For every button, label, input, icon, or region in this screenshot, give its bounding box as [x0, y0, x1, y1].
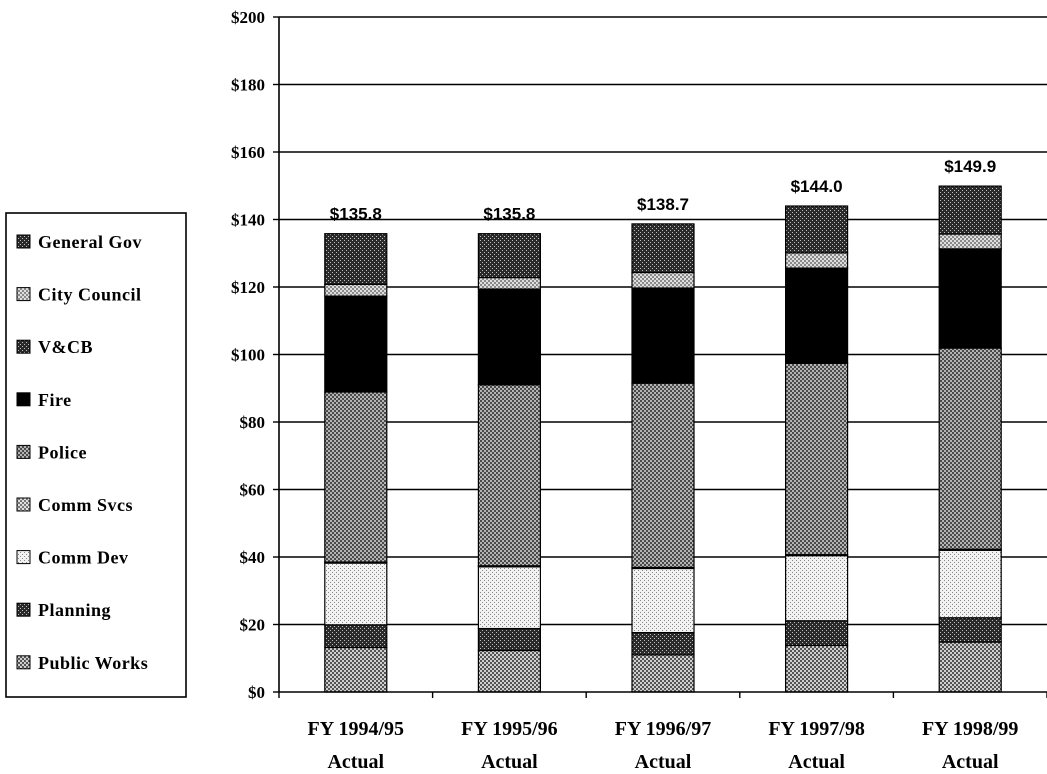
- bar-segment-comm-dev: [477, 566, 541, 630]
- legend-swatch: [16, 444, 31, 459]
- x-category-label: FY 1996/97: [615, 718, 711, 740]
- legend-label: V&CB: [38, 337, 93, 357]
- legend-label: Public Works: [38, 653, 148, 673]
- bar-segment-police: [477, 384, 541, 567]
- y-tick-label: $0: [248, 683, 265, 702]
- bar-segment-public-works: [784, 644, 849, 693]
- bar-segment-city-council: [324, 283, 388, 297]
- legend-label: Planning: [38, 600, 111, 620]
- legend-label: Police: [38, 442, 87, 462]
- bar-segment-police: [938, 347, 1002, 550]
- bar-segment-public-works: [477, 649, 541, 693]
- x-category-label: Actual: [788, 751, 845, 773]
- bar-segment-planning: [631, 631, 695, 656]
- total-label: $138.7: [637, 195, 689, 214]
- total-label: $135.8: [330, 205, 382, 224]
- x-category-label: FY 1994/95: [308, 718, 404, 740]
- y-tick-label: $80: [240, 413, 266, 432]
- bar-segment-public-works: [631, 654, 695, 693]
- legend: General Gov City Council V&CB Fire Police Com…: [5, 212, 187, 698]
- bar-segment-city-council: [477, 276, 541, 290]
- total-label: $144.0: [791, 177, 843, 196]
- labels: $0 $20 $40 $60 $80 $100 $120 $140 $160 $180 $200 $1…: [231, 8, 1018, 773]
- y-tick-label: $200: [231, 8, 265, 27]
- bar-segment-comm-dev: [631, 567, 695, 634]
- legend-label: Comm Dev: [38, 548, 128, 568]
- y-tick-label: $20: [240, 616, 266, 635]
- y-tick-label: $140: [231, 211, 265, 230]
- bar-segment-police: [784, 362, 849, 556]
- bar-segment-city-council: [631, 271, 695, 289]
- legend-swatch: [16, 655, 31, 670]
- y-tick-label: $160: [231, 143, 265, 162]
- bar-segment-general-gov: [631, 223, 695, 274]
- bar-segment-public-works: [938, 641, 1002, 693]
- y-tick-label: $120: [231, 278, 265, 297]
- bar-segment-police: [631, 382, 695, 569]
- bars: [324, 185, 1002, 693]
- bar-segment-planning: [477, 627, 541, 652]
- bar-segment-police: [324, 391, 388, 563]
- legend-swatch: [16, 550, 31, 565]
- legend-swatch: [16, 234, 31, 249]
- bar-segment-comm-dev: [324, 562, 388, 626]
- x-category-label: Actual: [327, 751, 384, 773]
- total-label: $149.9: [944, 157, 996, 176]
- bar-segment-public-works: [324, 646, 388, 693]
- legend-label: General Gov: [38, 232, 142, 252]
- legend-swatch: [16, 602, 31, 617]
- x-category-label: Actual: [481, 751, 538, 773]
- bar-segment-comm-dev: [784, 555, 849, 622]
- y-tick-label: $180: [231, 76, 265, 95]
- legend-label: Comm Svcs: [38, 495, 133, 515]
- x-category-label: FY 1998/99: [922, 718, 1018, 740]
- legend-swatch: [16, 287, 31, 302]
- bar-segment-city-council: [938, 233, 1002, 250]
- bar-segment-city-council: [784, 252, 849, 269]
- bar-segment-general-gov: [784, 205, 849, 254]
- x-category-label: FY 1995/96: [461, 718, 557, 740]
- bar-segment-fire: [938, 248, 1002, 349]
- bar-segment-comm-dev: [938, 549, 1002, 619]
- bar-segment-fire: [477, 288, 541, 386]
- y-tick-label: $100: [231, 346, 265, 365]
- legend-swatch: [16, 339, 31, 354]
- legend-label: Fire: [38, 390, 72, 410]
- x-category-label: FY 1997/98: [768, 718, 864, 740]
- total-label: $135.8: [483, 205, 535, 224]
- bar-segment-general-gov: [938, 185, 1002, 235]
- axes: [273, 16, 1047, 698]
- y-tick-label: $60: [240, 481, 266, 500]
- bar-segment-general-gov: [324, 233, 388, 285]
- legend-swatch: [16, 497, 31, 512]
- y-tick-label: $40: [240, 548, 266, 567]
- bar-segment-fire: [631, 287, 695, 384]
- bar-segment-fire: [784, 267, 849, 364]
- bar-segment-general-gov: [477, 233, 541, 279]
- x-category-label: Actual: [942, 751, 999, 773]
- legend-label: City Council: [38, 285, 142, 305]
- bar-segment-planning: [938, 617, 1002, 643]
- legend-swatch: [16, 392, 31, 407]
- x-category-label: Actual: [635, 751, 692, 773]
- legend-box: [5, 212, 187, 698]
- bar-segment-fire: [324, 295, 388, 393]
- bar-segment-planning: [784, 620, 849, 647]
- bar-segment-planning: [324, 624, 388, 649]
